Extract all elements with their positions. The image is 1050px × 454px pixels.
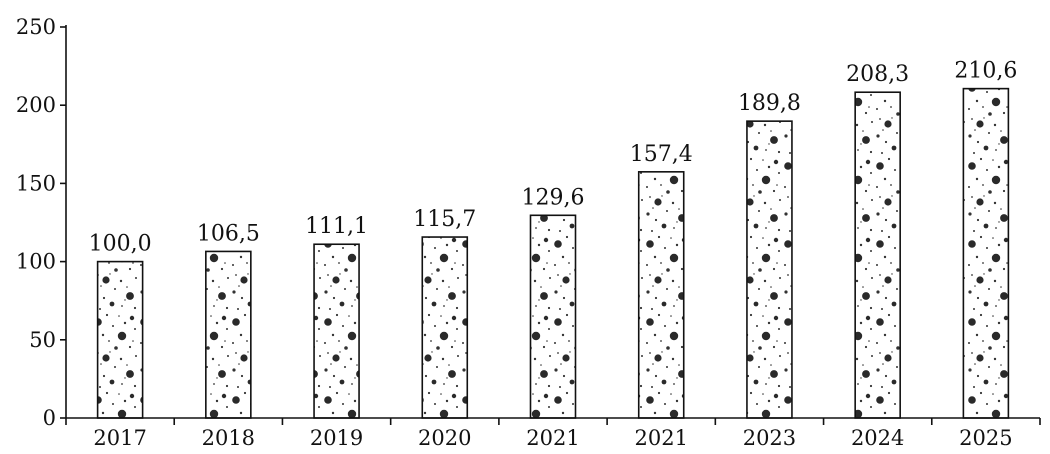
bar-value-label: 115,7 <box>413 207 476 232</box>
y-tick-label: 150 <box>16 171 56 195</box>
bar-value-label: 157,4 <box>630 142 693 167</box>
bar-value-label: 210,6 <box>954 59 1017 84</box>
x-tick-label: 2017 <box>93 426 146 450</box>
bar-2023 <box>746 120 793 419</box>
value-labels-group: 100,0 106,5 111,1 115,7 129,6 157,4 189,8 208,3… <box>89 59 1018 257</box>
bar-value-label: 129,6 <box>522 185 585 210</box>
x-tick-label: 2021 <box>634 426 687 450</box>
x-tick-label: 2021 <box>526 426 579 450</box>
y-tick-label: 250 <box>16 15 56 39</box>
x-axis-ticks: 2017 2018 2019 2020 2021 2021 2023 2024 2025 <box>65 418 1041 450</box>
x-tick-label: 2023 <box>743 426 796 450</box>
bar-value-label: 189,8 <box>738 91 801 116</box>
x-tick-label: 2024 <box>851 426 904 450</box>
y-tick-label: 100 <box>16 250 56 274</box>
bar-2019 <box>313 243 360 419</box>
x-tick-label: 2019 <box>310 426 363 450</box>
bar-2025 <box>962 87 1010 419</box>
x-tick-label: 2018 <box>202 426 255 450</box>
bar-value-label: 111,1 <box>305 214 368 239</box>
bar-value-label: 106,5 <box>197 221 260 246</box>
bar-value-label: 208,3 <box>846 62 909 87</box>
bar-2017 <box>96 260 144 419</box>
bar-2024 <box>854 91 901 419</box>
bars-group <box>96 87 1010 419</box>
bar-value-label: 100,0 <box>89 232 152 257</box>
y-tick-label: 200 <box>16 93 56 117</box>
x-tick-label: 2020 <box>418 426 471 450</box>
bar-2021 <box>529 214 577 419</box>
y-tick-label: 50 <box>29 328 56 352</box>
y-axis-ticks: 0 50 100 150 200 250 <box>16 15 66 430</box>
bar-2018 <box>205 250 252 419</box>
bar-2020 <box>421 236 469 419</box>
x-tick-label: 2025 <box>959 426 1012 450</box>
y-tick-label: 0 <box>43 406 56 430</box>
bar-2021 <box>637 171 685 419</box>
